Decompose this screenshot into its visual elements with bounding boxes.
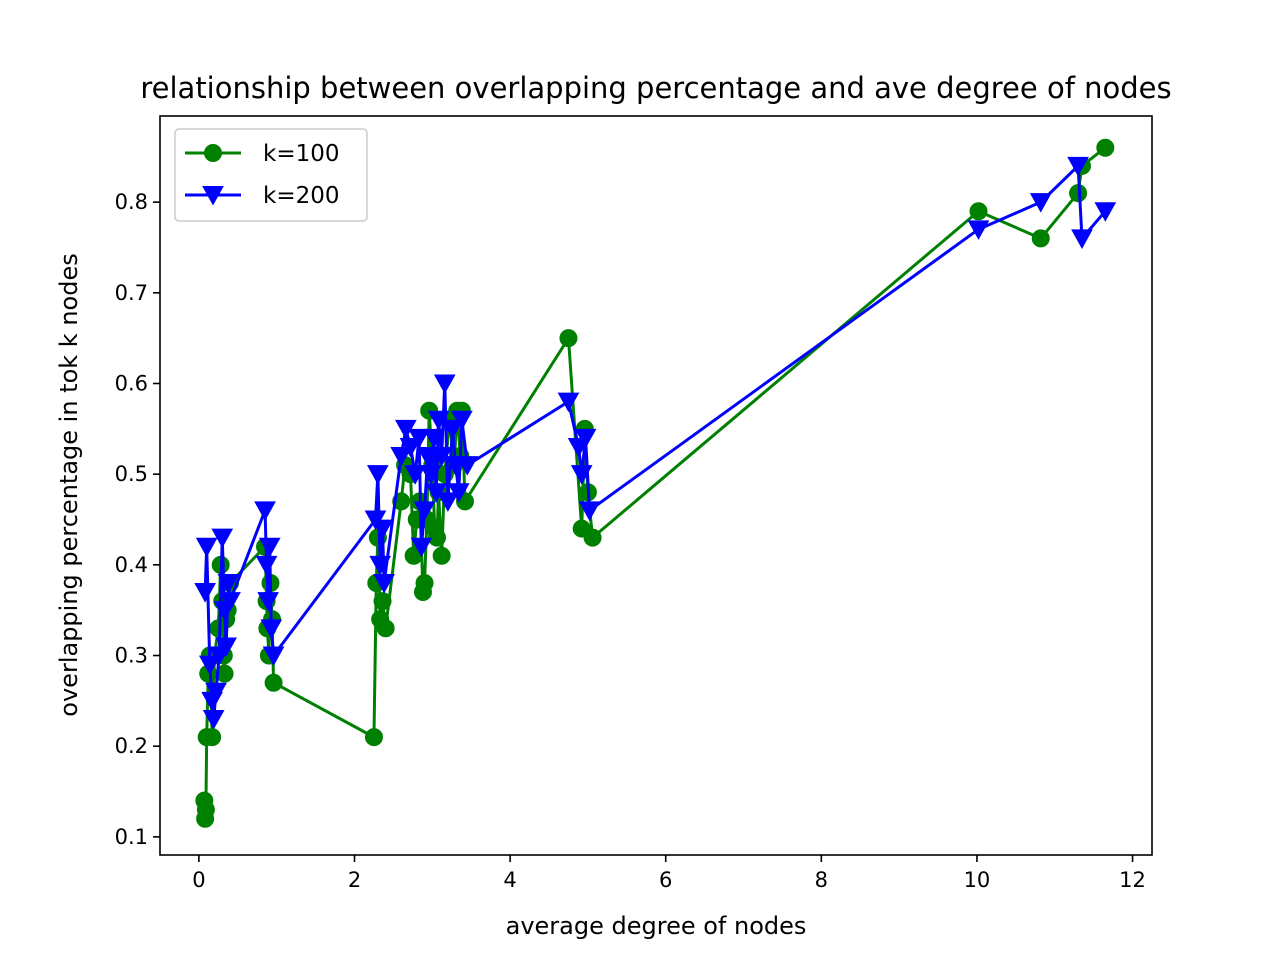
y-axis: 0.1 0.2 0.3 0.4 0.5 0.6 0.7 0.8 (115, 190, 160, 849)
data-point (195, 537, 218, 558)
x-tick-label: 2 (348, 868, 361, 892)
data-point (578, 501, 601, 521)
plot-area (159, 115, 1153, 856)
data-point (1096, 138, 1115, 157)
data-point (203, 728, 222, 747)
data-point (373, 592, 392, 611)
data-point (1094, 202, 1117, 222)
data-point (451, 410, 473, 431)
data-point (432, 546, 451, 565)
legend-swatch-marker (204, 144, 222, 162)
data-point (217, 573, 240, 594)
data-point (196, 800, 215, 819)
data-point (202, 709, 225, 730)
data-point (262, 646, 285, 667)
x-tick-label: 8 (815, 868, 828, 892)
data-point (364, 728, 383, 747)
x-axis: 0 2 4 6 8 10 12 (192, 855, 1146, 892)
data-point (255, 555, 278, 576)
data-point (967, 220, 990, 240)
data-point (264, 673, 283, 692)
data-point (557, 392, 580, 413)
data-point (574, 428, 597, 449)
data-point (1071, 229, 1093, 249)
data-point (211, 528, 234, 549)
y-tick-label: 0.7 (115, 281, 148, 305)
y-axis-label: overlapping percentage in tok k nodes (55, 253, 83, 716)
data-point (570, 465, 593, 485)
data-point (1031, 229, 1050, 248)
data-point (257, 592, 279, 612)
data-point (254, 501, 276, 521)
x-tick-label: 12 (1119, 868, 1146, 892)
series-1 (194, 156, 1117, 730)
y-tick-label: 0.6 (115, 371, 148, 395)
y-tick-label: 0.1 (115, 825, 148, 849)
data-point (427, 528, 446, 547)
data-point (404, 465, 427, 485)
data-point (373, 573, 395, 594)
y-tick-label: 0.8 (115, 190, 148, 214)
legend-entry: k=200 (185, 183, 340, 209)
data-point (1029, 193, 1052, 213)
data-point (447, 483, 470, 503)
data-point (219, 592, 241, 612)
y-tick-label: 0.4 (115, 553, 148, 577)
data-point (1067, 156, 1089, 177)
data-point (419, 465, 442, 485)
y-tick-label: 0.3 (115, 644, 148, 668)
legend-swatch-marker (202, 186, 224, 206)
x-tick-label: 10 (964, 868, 991, 892)
data-point (369, 555, 392, 576)
data-point (399, 437, 422, 458)
data-point (583, 528, 602, 547)
data-point (408, 428, 430, 449)
chart-title: relationship between overlapping percent… (140, 71, 1171, 105)
data-point (423, 428, 445, 449)
y-tick-label: 0.5 (115, 462, 148, 486)
x-tick-label: 4 (503, 868, 516, 892)
data-point (410, 537, 433, 558)
data-point (559, 329, 578, 348)
data-point (456, 456, 479, 476)
data-point (198, 655, 221, 676)
legend-label: k=100 (263, 141, 340, 167)
axes-frame (159, 115, 1153, 856)
data-point (205, 682, 227, 703)
data-point (194, 583, 216, 603)
x-axis-label: average degree of nodes (506, 912, 807, 940)
y-tick-label: 0.2 (115, 734, 148, 758)
data-point (413, 501, 436, 521)
data-point (376, 619, 395, 638)
legend-label: k=200 (263, 183, 340, 209)
data-point (390, 447, 413, 467)
data-point (415, 573, 434, 592)
data-point (433, 374, 456, 395)
data-point (969, 202, 988, 221)
legend-entry: k=100 (185, 141, 340, 167)
legend: k=100 k=200 (174, 128, 368, 222)
data-point (371, 519, 394, 540)
x-tick-label: 0 (192, 868, 205, 892)
data-point (437, 492, 459, 512)
data-point (441, 419, 464, 440)
series-layer (194, 138, 1117, 828)
data-point (258, 537, 281, 558)
data-point (260, 619, 283, 639)
data-point (215, 637, 237, 657)
data-point (367, 465, 389, 485)
x-tick-label: 6 (659, 868, 672, 892)
data-point (416, 447, 439, 467)
